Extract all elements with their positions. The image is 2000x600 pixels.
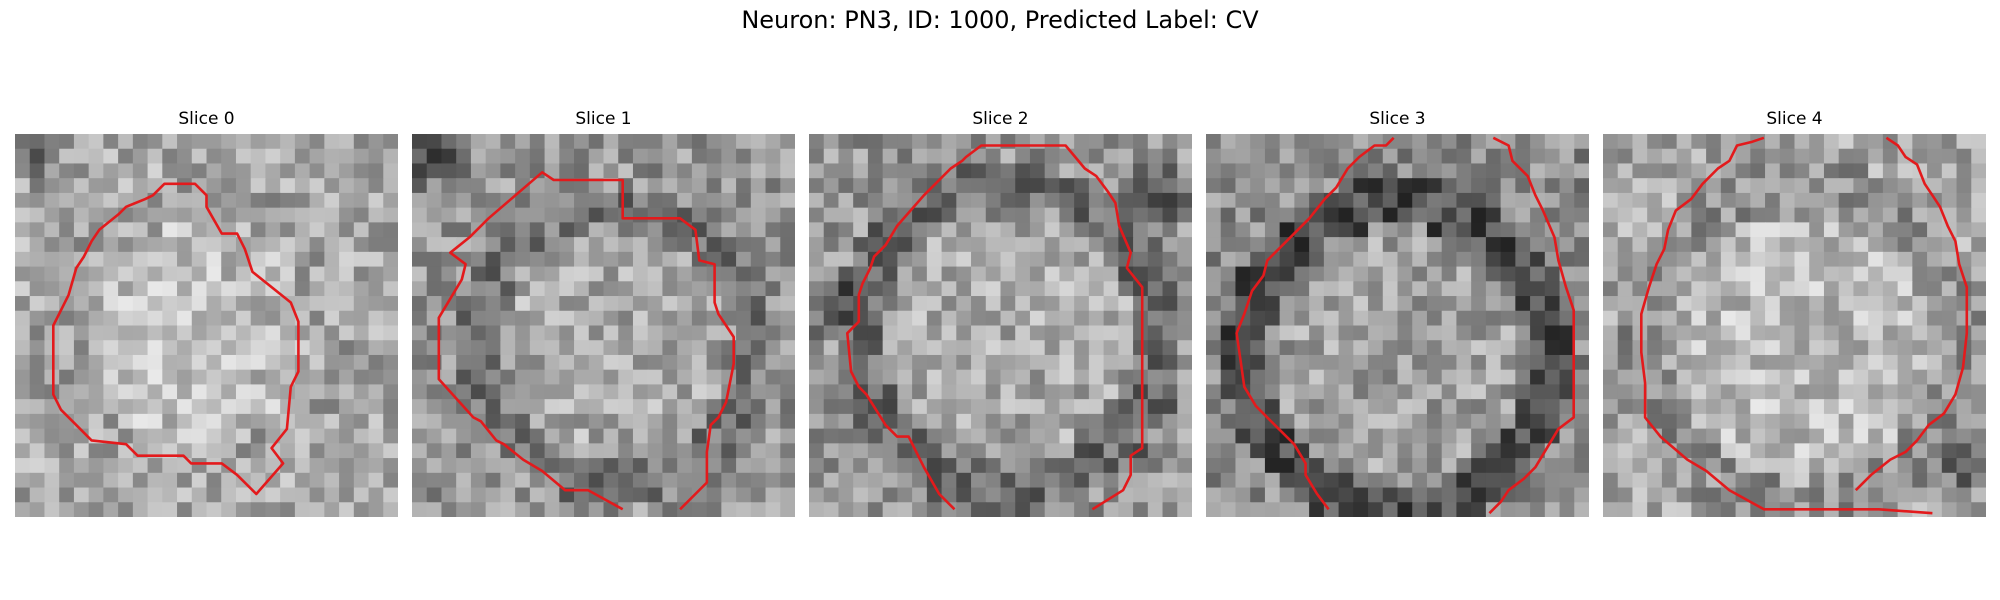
segmentation-contour <box>845 144 1144 511</box>
slice-0-image <box>15 134 398 517</box>
panel-title-slice-1: Slice 1 <box>575 109 632 129</box>
segmentation-contour <box>1488 136 1576 515</box>
pixel-grid <box>809 134 1192 517</box>
figure-title: Neuron: PN3, ID: 1000, Predicted Label: … <box>741 6 1259 34</box>
panel-title-slice-0: Slice 0 <box>178 109 235 129</box>
panel-title-slice-3: Slice 3 <box>1369 109 1426 129</box>
pixel-grid <box>412 134 795 517</box>
segmentation-contour <box>437 170 736 511</box>
pixel-grid <box>1206 134 1589 517</box>
panel-title-slice-4: Slice 4 <box>1766 109 1823 129</box>
segmentation-contour <box>51 182 300 496</box>
slice-3-image <box>1206 134 1589 517</box>
pixel-grid <box>1603 134 1986 517</box>
segmentation-contour <box>1235 136 1395 511</box>
slice-2-image <box>809 134 1192 517</box>
pixel-grid <box>15 134 398 517</box>
panel-title-slice-2: Slice 2 <box>972 109 1029 129</box>
segmentation-contour <box>1639 136 1933 515</box>
slice-4-image <box>1603 134 1986 517</box>
segmentation-contour <box>1854 136 1969 492</box>
slice-1-image <box>412 134 795 517</box>
